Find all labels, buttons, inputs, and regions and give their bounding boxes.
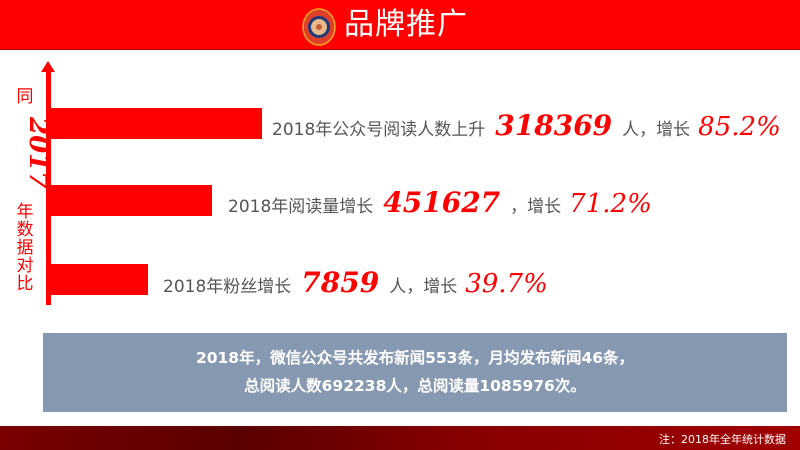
stat-unit: 人，增长: [622, 120, 691, 140]
stat-label: 2018年阅读量增长: [228, 197, 374, 217]
stat-value: 451627: [383, 186, 501, 219]
footer-note: 注：2018年全年统计数据: [659, 433, 786, 446]
bar-follower-growth: [50, 264, 148, 295]
side-label-char: 比: [16, 274, 34, 294]
stat-value: 318369: [495, 109, 613, 142]
vertical-axis: [46, 70, 51, 305]
side-label-char: 对: [16, 256, 34, 276]
bar-read-count-growth: [50, 185, 212, 216]
stat-unit: ，增长: [510, 197, 562, 217]
axis-arrowhead: [41, 61, 55, 72]
stat-value: 7859: [301, 266, 380, 299]
side-label-char: 据: [16, 238, 34, 258]
page-title: 品牌推广: [344, 7, 468, 42]
bar-reader-growth: [50, 108, 262, 139]
footer-bar: 注：2018年全年统计数据: [0, 426, 800, 450]
summary-box: 2018年，微信公众号共发布新闻553条，月均发布新闻46条， 总阅读人数692…: [43, 333, 787, 412]
stat-unit: 人，增长: [389, 277, 458, 297]
header-banner: 品牌推广: [0, 0, 800, 50]
emblem-logo-icon: [302, 8, 336, 46]
stat-label: 2018年公众号阅读人数上升: [272, 120, 486, 140]
stat-label: 2018年粉丝增长: [163, 277, 292, 297]
stat-growth: 71.2%: [569, 189, 652, 219]
side-label-char: 数: [16, 220, 34, 240]
stat-row-readers: 2018年公众号阅读人数上升 318369 人，增长 85.2%: [272, 109, 781, 142]
summary-line: 总阅读人数692238人，总阅读量1085976次。: [244, 377, 586, 395]
stat-row-followers: 2018年粉丝增长 7859 人，增长 39.7%: [163, 266, 548, 299]
summary-line: 2018年，微信公众号共发布新闻553条，月均发布新闻46条，: [195, 349, 635, 367]
side-label-year: 2017: [23, 117, 53, 190]
side-label-char: 年: [16, 202, 34, 222]
stat-growth: 85.2%: [698, 112, 781, 142]
stat-growth: 39.7%: [465, 269, 548, 299]
stat-row-read-count: 2018年阅读量增长 451627 ，增长 71.2%: [228, 186, 652, 219]
side-label-prefix: 同: [16, 87, 34, 107]
